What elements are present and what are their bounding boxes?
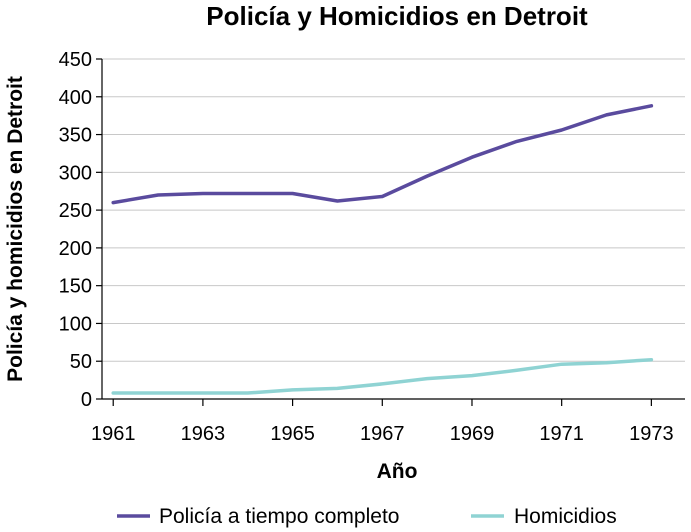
legend: Policía a tiempo completo Homicidios bbox=[117, 505, 617, 528]
y-axis-label: Policía y homicidios en Detroit bbox=[4, 76, 27, 382]
x-tick-label: 1969 bbox=[450, 423, 495, 445]
legend-label-2: Homicidios bbox=[514, 505, 617, 528]
series-line-1 bbox=[111, 104, 654, 205]
chart-title: Policía y Homicidios en Detroit bbox=[206, 1, 588, 31]
axes bbox=[96, 58, 685, 406]
x-tick-label: 1961 bbox=[91, 423, 136, 445]
x-tick-label: 1965 bbox=[270, 423, 315, 445]
x-axis-label: Año bbox=[377, 460, 418, 483]
y-tick-label: 350 bbox=[59, 125, 92, 147]
legend-label-1: Policía a tiempo completo bbox=[159, 505, 399, 528]
series-lines bbox=[111, 104, 654, 395]
x-tick-label: 1973 bbox=[629, 423, 674, 445]
series-line-2 bbox=[111, 357, 654, 395]
y-tick-label: 0 bbox=[81, 389, 92, 411]
y-tick-label: 250 bbox=[59, 200, 92, 222]
y-tick-labels: 0 50 100 150 200 250 300 350 400 450 bbox=[59, 49, 92, 411]
x-tick-label: 1963 bbox=[181, 423, 226, 445]
y-tick-label: 150 bbox=[59, 276, 92, 298]
gridlines bbox=[102, 58, 685, 362]
y-tick-label: 300 bbox=[59, 162, 92, 184]
y-tick-label: 50 bbox=[70, 351, 92, 373]
x-tick-label: 1967 bbox=[360, 423, 405, 445]
y-tick-label: 400 bbox=[59, 87, 92, 109]
x-tick-label: 1971 bbox=[539, 423, 584, 445]
y-tick-label: 450 bbox=[59, 49, 92, 71]
y-tick-label: 100 bbox=[59, 313, 92, 335]
y-tick-label: 200 bbox=[59, 238, 92, 260]
x-tick-labels: 1961 1963 1965 1967 1969 1971 1973 bbox=[91, 423, 674, 445]
